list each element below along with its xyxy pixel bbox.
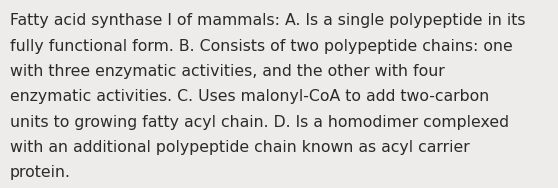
- Text: protein.: protein.: [10, 165, 71, 180]
- Text: enzymatic activities. C. Uses malonyl-CoA to add two-carbon: enzymatic activities. C. Uses malonyl-Co…: [10, 89, 489, 104]
- Text: Fatty acid synthase I of mammals: A. Is a single polypeptide in its: Fatty acid synthase I of mammals: A. Is …: [10, 13, 526, 28]
- Text: units to growing fatty acyl chain. D. Is a homodimer complexed: units to growing fatty acyl chain. D. Is…: [10, 115, 509, 130]
- Text: fully functional form. B. Consists of two polypeptide chains: one: fully functional form. B. Consists of tw…: [10, 39, 513, 54]
- Text: with an additional polypeptide chain known as acyl carrier: with an additional polypeptide chain kno…: [10, 140, 470, 155]
- Text: with three enzymatic activities, and the other with four: with three enzymatic activities, and the…: [10, 64, 445, 79]
